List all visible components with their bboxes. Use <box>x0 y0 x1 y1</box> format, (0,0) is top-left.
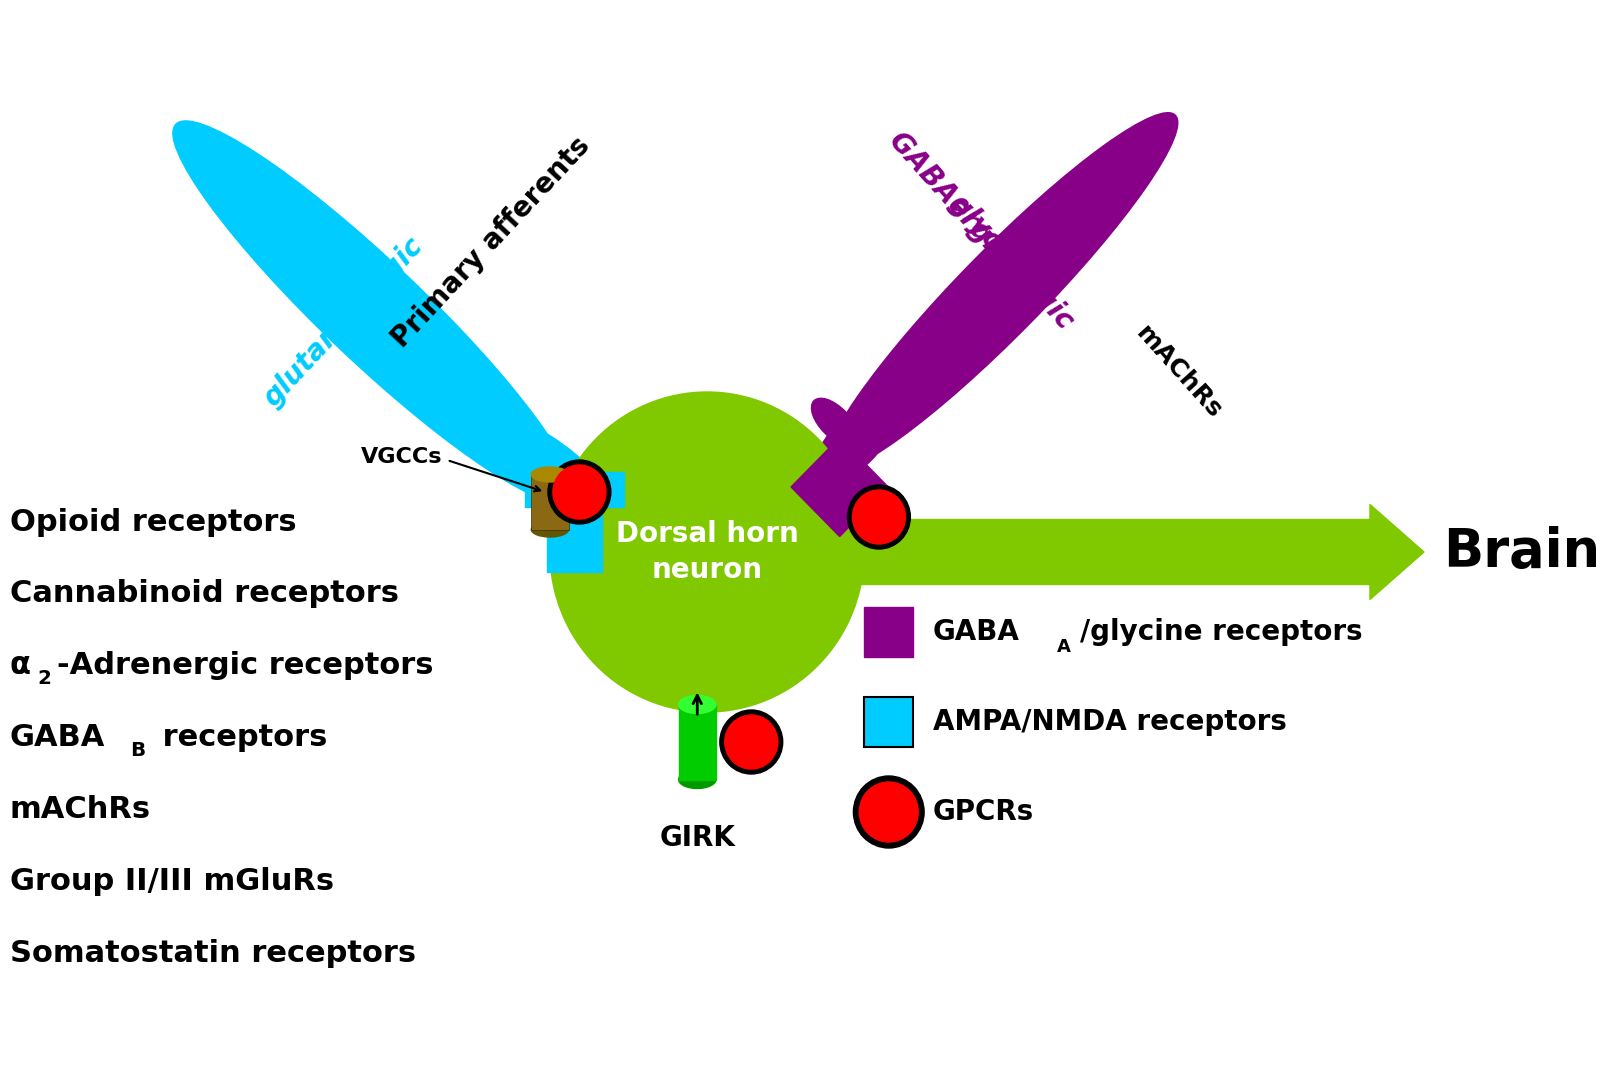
Text: Cannabinoid receptors: Cannabinoid receptors <box>10 580 399 609</box>
Text: Group II/III mGluRs: Group II/III mGluRs <box>10 867 334 896</box>
Ellipse shape <box>531 522 568 537</box>
Bar <box>531 475 568 530</box>
Ellipse shape <box>812 399 859 446</box>
Circle shape <box>554 465 605 519</box>
FancyArrow shape <box>857 505 1424 599</box>
Circle shape <box>720 710 783 774</box>
Circle shape <box>847 485 910 549</box>
Text: mAChRs: mAChRs <box>1131 321 1227 423</box>
Text: B: B <box>129 741 145 759</box>
Ellipse shape <box>678 771 717 789</box>
Ellipse shape <box>826 113 1178 472</box>
Text: Somatostatin receptors: Somatostatin receptors <box>10 939 416 968</box>
Text: GABA: GABA <box>10 724 105 753</box>
Text: AMPA/NMDA receptors: AMPA/NMDA receptors <box>933 708 1286 736</box>
Text: glycinergic: glycinergic <box>944 189 1080 336</box>
Ellipse shape <box>173 121 573 503</box>
Text: -Adrenergic receptors: -Adrenergic receptors <box>56 652 434 681</box>
Bar <box>678 704 717 779</box>
Text: glutamatergic: glutamatergic <box>258 232 429 412</box>
Ellipse shape <box>531 467 568 482</box>
Bar <box>547 482 602 572</box>
Circle shape <box>859 781 918 842</box>
Text: Opioid receptors: Opioid receptors <box>10 507 297 536</box>
Text: mAChRs: mAChRs <box>10 795 152 824</box>
Ellipse shape <box>678 696 717 714</box>
Text: Brain: Brain <box>1443 526 1601 578</box>
Bar <box>526 472 623 507</box>
Circle shape <box>854 776 925 848</box>
Text: GABA: GABA <box>933 617 1020 646</box>
Circle shape <box>549 460 610 524</box>
Text: α: α <box>10 652 31 681</box>
Text: GPCRs: GPCRs <box>933 798 1035 827</box>
Circle shape <box>852 490 905 544</box>
Text: receptors: receptors <box>152 724 328 753</box>
Text: Primary afferents: Primary afferents <box>386 131 596 353</box>
Ellipse shape <box>494 420 644 564</box>
Text: A: A <box>1057 638 1070 656</box>
Text: 2: 2 <box>37 669 52 687</box>
Text: Dorsal horn
neuron: Dorsal horn neuron <box>615 520 799 584</box>
Text: GABAergic,: GABAergic, <box>883 128 1022 277</box>
Bar <box>863 607 914 657</box>
Circle shape <box>725 715 778 769</box>
Bar <box>791 437 888 536</box>
Ellipse shape <box>815 402 893 481</box>
Bar <box>863 697 914 747</box>
Circle shape <box>550 392 863 712</box>
Text: /glycine receptors: /glycine receptors <box>1080 617 1362 646</box>
Text: GIRK: GIRK <box>660 824 736 852</box>
Text: VGCCs: VGCCs <box>360 447 442 467</box>
